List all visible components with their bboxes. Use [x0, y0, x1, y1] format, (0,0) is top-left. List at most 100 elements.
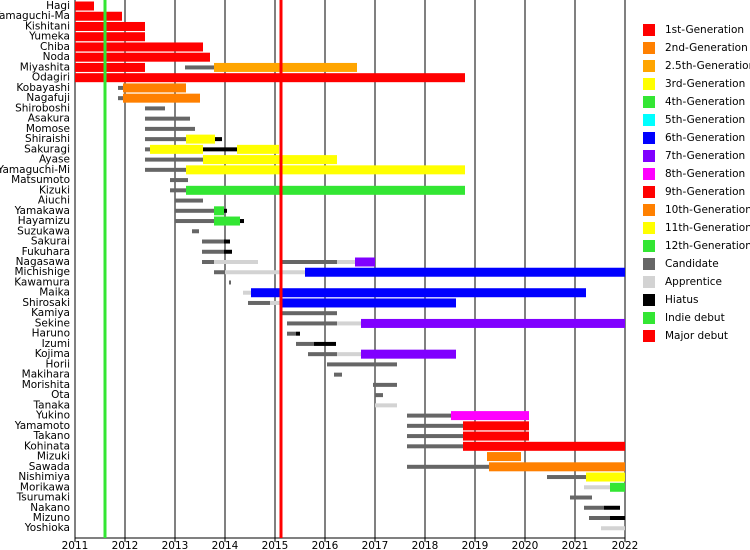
member-label: Shiraishi: [25, 133, 70, 145]
timeline-bar: [489, 462, 625, 472]
member-label: Nishimiya: [18, 471, 70, 483]
timeline-bar: [118, 85, 123, 90]
timeline-bar: [463, 441, 625, 451]
legend-label: 9th-Generation: [665, 186, 745, 198]
legend-swatch: [643, 204, 655, 216]
timeline-bar: [547, 475, 586, 480]
legend-label: 7th-Generation: [665, 150, 745, 162]
legend-label: 5th-Generation: [665, 114, 745, 126]
member-label: Kamiya: [31, 307, 70, 319]
timeline-bar: [203, 147, 237, 152]
timeline-bar: [214, 216, 240, 226]
timeline-bar: [327, 362, 397, 367]
timeline-bar: [145, 116, 190, 121]
member-label: Sekine: [35, 317, 70, 329]
legend-label: 6th-Generation: [665, 132, 745, 144]
timeline-bar: [186, 185, 465, 195]
member-label: Mizuno: [33, 512, 70, 524]
timeline-bar: [145, 137, 186, 142]
timeline-bar: [584, 485, 610, 490]
x-tick-label: 2014: [212, 540, 239, 550]
timeline-bar: [287, 321, 337, 326]
member-label: Michishige: [15, 266, 71, 278]
timeline-bar: [224, 208, 227, 213]
timeline-bar: [237, 144, 279, 154]
legend-swatch: [643, 240, 655, 252]
legend-label: 1st-Generation: [665, 24, 744, 36]
x-tick-label: 2018: [412, 540, 439, 550]
timeline-bar: [463, 431, 529, 441]
timeline-bar: [487, 452, 521, 462]
timeline-bar: [75, 62, 145, 72]
timeline-bar: [570, 495, 592, 500]
x-tick-label: 2012: [112, 540, 139, 550]
x-tick-label: 2011: [62, 540, 89, 550]
member-label: Sakurai: [31, 236, 70, 248]
x-tick-label: 2021: [562, 540, 589, 550]
legend-label: 4th-Generation: [665, 96, 745, 108]
member-label: Yamaguchi-Ma: [0, 10, 70, 22]
member-label: Yamakawa: [14, 205, 70, 217]
legend-swatch: [643, 222, 655, 234]
timeline-bar: [308, 352, 337, 357]
timeline-bar: [175, 219, 214, 224]
member-label: Chiba: [40, 41, 70, 53]
timeline-bar: [361, 349, 456, 359]
timeline-bar: [282, 298, 456, 308]
legend-swatch: [643, 276, 655, 288]
timeline-bar: [361, 318, 625, 328]
timeline-bar: [586, 472, 625, 482]
member-label: Nagasawa: [16, 256, 70, 268]
timeline-bar: [145, 167, 186, 172]
timeline-bar: [202, 260, 214, 264]
member-label: Hayamizu: [18, 215, 70, 227]
member-label: Sawada: [29, 461, 70, 473]
x-tick-label: 2019: [462, 540, 489, 550]
timeline-bar: [145, 106, 165, 111]
member-label: Izumi: [42, 338, 70, 350]
timeline-bar: [186, 134, 215, 144]
member-label: Yoshioka: [24, 522, 70, 534]
member-label: Yukino: [35, 410, 70, 422]
legend-swatch: [643, 42, 655, 54]
member-label: Makihara: [22, 369, 70, 381]
x-tick-label: 2022: [612, 540, 639, 550]
timeline-bar: [248, 300, 270, 305]
legend-label: 11th-Generation: [665, 222, 750, 234]
member-label: Hagi: [46, 0, 70, 12]
member-label: Matsumoto: [11, 174, 70, 186]
timeline-bar: [337, 321, 361, 326]
member-label: Fukuhara: [22, 246, 70, 258]
legend-label: 2nd-Generation: [665, 42, 748, 54]
legend-label: 8th-Generation: [665, 168, 745, 180]
timeline-bar: [118, 96, 123, 101]
x-tick-label: 2020: [512, 540, 539, 550]
timeline-bar: [610, 482, 625, 492]
timeline-bar: [296, 341, 314, 346]
legend-swatch: [643, 294, 655, 306]
legend-label: 10th-Generation: [665, 204, 750, 216]
timeline-bar: [601, 526, 625, 531]
timeline-bar: [225, 270, 305, 275]
member-label: Shiroboshi: [15, 102, 70, 114]
timeline-bar: [287, 331, 296, 336]
timeline-bar: [463, 421, 529, 431]
member-label: Tanaka: [32, 399, 70, 411]
legend-label: Major debut: [665, 330, 728, 342]
member-label: Yamamoto: [14, 420, 70, 432]
member-label: Horii: [46, 358, 70, 370]
member-label: Maika: [39, 287, 70, 299]
member-label: Takano: [32, 430, 70, 442]
member-label: Suzukawa: [17, 225, 70, 237]
timeline-bar: [407, 423, 463, 428]
timeline-bar: [240, 219, 244, 224]
legend-swatch: [643, 78, 655, 90]
member-label: Miyashita: [20, 61, 70, 73]
timeline-bar: [145, 147, 150, 152]
legend-swatch: [643, 330, 655, 342]
member-label: Kobayashi: [16, 82, 70, 94]
timeline-bar: [355, 257, 375, 267]
member-label: Asakura: [28, 113, 70, 125]
legend-swatch: [643, 114, 655, 126]
timeline-bar: [337, 260, 355, 264]
